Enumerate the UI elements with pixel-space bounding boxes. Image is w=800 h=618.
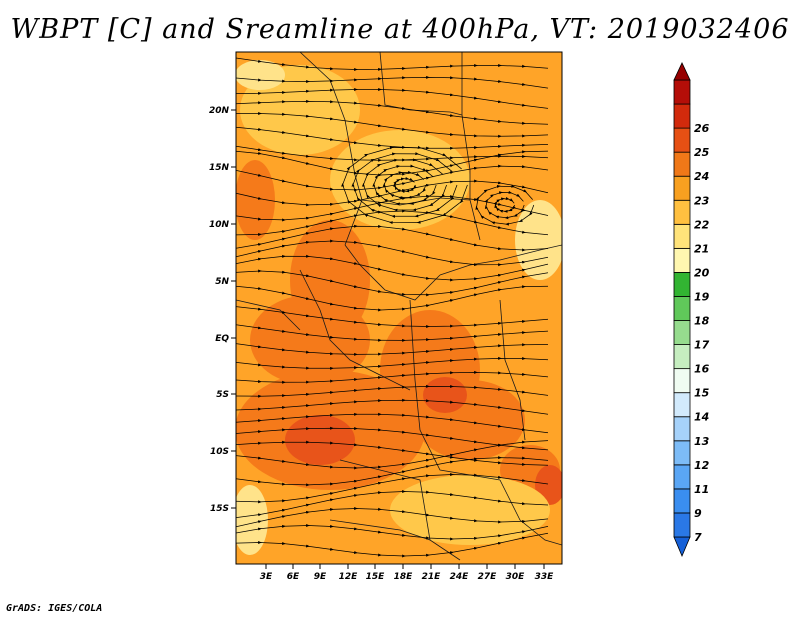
colorbar-label: 18 [694, 315, 710, 328]
colorbar-label: 12 [694, 459, 710, 472]
streamlines [236, 57, 549, 558]
lat-tick-label: 5N [215, 277, 229, 287]
streamline [236, 370, 549, 384]
streamline [475, 184, 535, 226]
map-panel: 3E 6E 9E 12E 15E 18E 21E 24E 27E 30E 33E 20N 15N 10N… [209, 51, 563, 582]
streamline [236, 384, 549, 398]
colorbar-label: 23 [694, 194, 710, 207]
colorbar-swatch [673, 512, 691, 538]
lat-tick-label: 20N [209, 106, 230, 116]
colorbar-label: 14 [694, 411, 709, 424]
streamline [236, 324, 549, 342]
colorbar-swatch [673, 151, 691, 177]
streamline [236, 398, 549, 415]
colorbar-label: 7 [694, 531, 702, 544]
colorbar: 7 9 11 12 13 14 15 16 17 18 19 20 21 22 23 24 25 26 [673, 62, 710, 558]
colorbar-swatch [673, 272, 691, 297]
colorbar-label: 20 [694, 266, 710, 279]
streamline [236, 306, 549, 328]
colorbar-label: 21 [694, 242, 709, 255]
colorbar-label: 24 [694, 170, 709, 183]
lat-tick-label: 10N [209, 220, 230, 230]
colorbar-swatch [673, 440, 691, 466]
streamline [236, 532, 549, 558]
colorbar-label: 19 [694, 290, 710, 303]
streamline [236, 507, 549, 528]
colorbar-label: 22 [694, 218, 710, 231]
colorbar-swatch [673, 464, 691, 490]
lat-tick-label: 5S [216, 390, 229, 400]
colorbar-swatch [673, 199, 691, 225]
colorbar-swatch [673, 296, 691, 321]
lon-tick-label: 30E [506, 572, 526, 582]
colorbar-label: 17 [694, 339, 710, 352]
lon-tick-label: 3E [260, 572, 273, 582]
colorbar-swatch [673, 223, 691, 249]
colorbar-label: 16 [694, 363, 710, 376]
colorbar-upper-arrow [673, 62, 691, 81]
colorbar-label: 26 [694, 122, 710, 135]
lon-tick-label: 27E [478, 572, 498, 582]
colorbar-label: 11 [694, 483, 709, 496]
map-frame [235, 51, 563, 565]
colorbar-label: 13 [694, 435, 710, 448]
streamline [236, 75, 549, 89]
streamline [236, 356, 549, 370]
colorbar-swatch [673, 488, 691, 514]
lon-tick-label: 9E [314, 572, 327, 582]
lon-tick-label: 33E [535, 572, 555, 582]
colorbar-swatch [673, 344, 691, 370]
colorbar-swatch [673, 416, 691, 442]
lon-tick-label: 12E [339, 572, 359, 582]
colorbar-swatch [673, 368, 691, 394]
footer-credit: GrADS: IGES/COLA [6, 603, 103, 614]
lon-tick-label: 6E [287, 572, 300, 582]
colorbar-label: 15 [694, 387, 710, 400]
streamline [236, 343, 549, 356]
colorbar-swatch [673, 320, 691, 345]
lat-tick-label: EQ [215, 334, 229, 344]
lat-tick-label: 15N [209, 163, 230, 173]
colorbar-swatch [673, 392, 691, 418]
colorbar-swatch [673, 79, 691, 105]
lon-tick-label: 24E [450, 572, 470, 582]
colorbar-label: 25 [694, 146, 710, 159]
lat-tick-label: 15S [210, 504, 229, 514]
streamline [236, 412, 549, 434]
map-title: WBPT [C] and Sreamline at 400hPa, VT: 20… [10, 14, 790, 45]
latitude-axis: 20N 15N 10N 5N EQ 5S 10S 15S [209, 106, 236, 514]
colorbar-swatch [673, 103, 691, 129]
lon-tick-label: 15E [366, 572, 386, 582]
longitude-axis: 3E 6E 9E 12E 15E 18E 21E 24E 27E 30E 33E [260, 564, 554, 582]
colorbar-label: 9 [694, 507, 702, 520]
lon-tick-label: 21E [422, 572, 442, 582]
streamline [341, 145, 468, 225]
streamline [236, 523, 549, 541]
lat-tick-label: 10S [210, 447, 229, 457]
colorbar-swatch [673, 127, 691, 153]
colorbar-swatch [673, 175, 691, 201]
streamline [236, 57, 549, 71]
lon-tick-label: 18E [394, 572, 414, 582]
colorbar-swatch [673, 247, 691, 273]
colorbar-lower-arrow [673, 536, 691, 558]
